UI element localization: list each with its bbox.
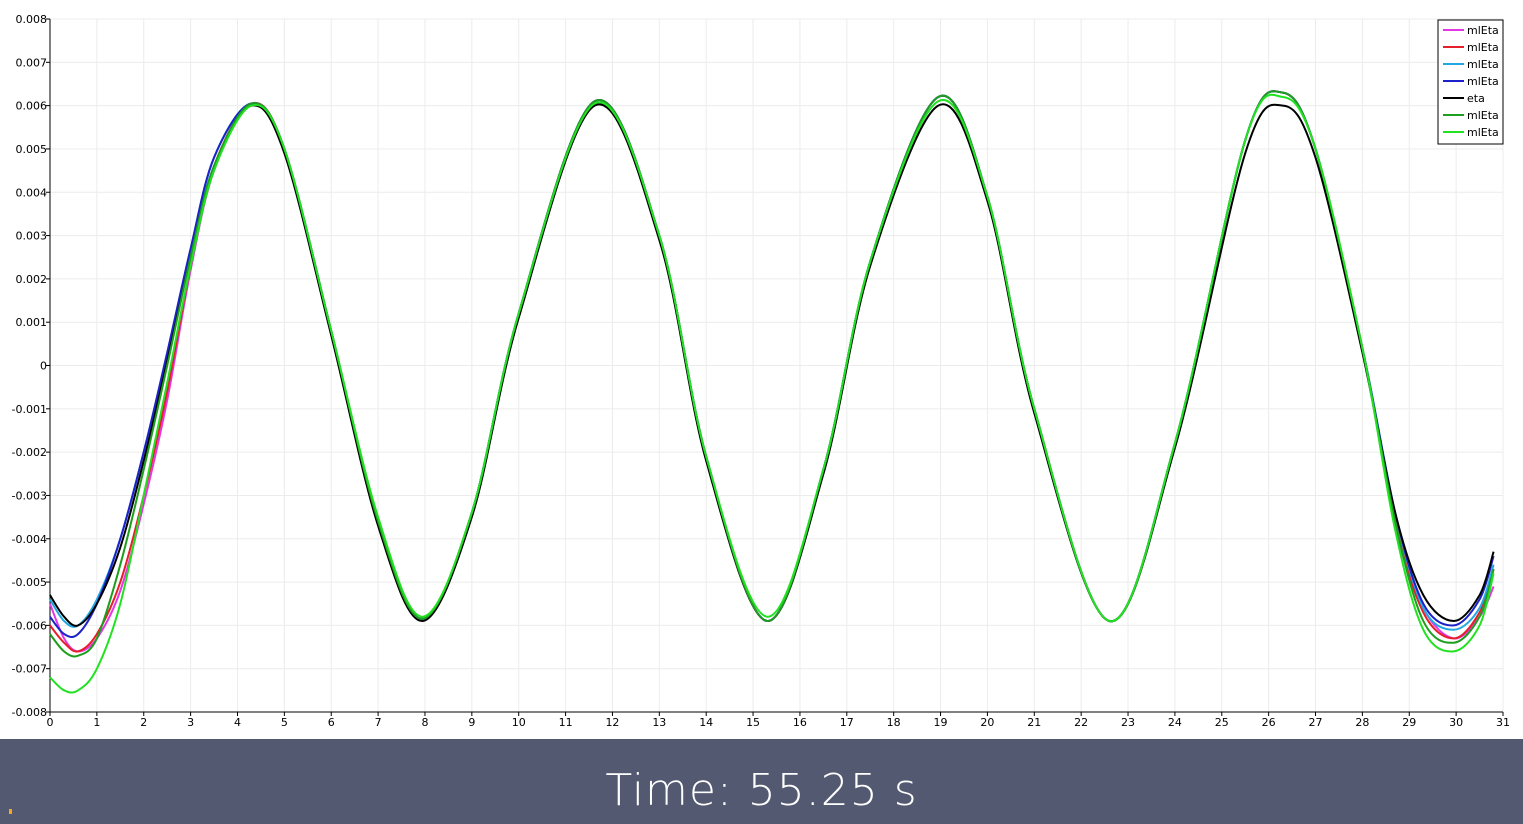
- y-tick-label: 0.007: [16, 56, 48, 69]
- x-tick-label: 30: [1449, 716, 1463, 729]
- series-line-7: [49, 93, 1495, 694]
- x-tick-label: 4: [234, 716, 241, 729]
- y-tick-label: 0.002: [16, 273, 48, 286]
- y-tick-label: -0.001: [12, 403, 47, 416]
- x-tick-label: 5: [281, 716, 288, 729]
- x-tick-label: 10: [512, 716, 526, 729]
- x-tick-label: 27: [1309, 716, 1323, 729]
- legend-label-7: mlEta: [1467, 126, 1499, 139]
- series-line-6: [49, 90, 1495, 658]
- y-tick-label: -0.007: [12, 663, 47, 676]
- y-tick-label: 0.005: [16, 143, 48, 156]
- y-tick-label: 0.008: [16, 13, 48, 26]
- x-tick-label: 16: [793, 716, 807, 729]
- x-tick-label: 17: [840, 716, 854, 729]
- y-tick-label: 0.003: [16, 230, 48, 243]
- legend-label-1: mlEta: [1467, 24, 1499, 37]
- x-tick-label: 21: [1027, 716, 1041, 729]
- axes: -0.008 -0.007 -0.006 -0.005 -0.004 -0.003 -0.0…: [12, 13, 1510, 729]
- x-tick-label: 0: [47, 716, 54, 729]
- y-tick-label: -0.008: [12, 706, 47, 719]
- x-tick-label: 13: [652, 716, 666, 729]
- corner-mark: [9, 809, 12, 814]
- legend-label-4: mlEta: [1467, 75, 1499, 88]
- x-tick-label: 28: [1355, 716, 1369, 729]
- x-tick-label: 2: [140, 716, 147, 729]
- chart-area: -0.008 -0.007 -0.006 -0.005 -0.004 -0.003 -0.0…: [12, 13, 1510, 729]
- series-line-4: [49, 90, 1495, 639]
- x-tick-label: 8: [421, 716, 428, 729]
- x-tick-label: 20: [980, 716, 994, 729]
- legend-label-5: eta: [1467, 92, 1485, 105]
- y-tick-label: 0.006: [16, 100, 48, 113]
- x-tick-label: 6: [328, 716, 335, 729]
- legend-label-6: mlEta: [1467, 109, 1499, 122]
- time-annotation-bar: Time: 55.25 s: [0, 739, 1523, 824]
- x-tick-label: 14: [699, 716, 713, 729]
- x-tick-label: 7: [375, 716, 382, 729]
- legend-label-3: mlEta: [1467, 58, 1499, 71]
- y-tick-label: -0.005: [12, 576, 47, 589]
- x-tick-label: 26: [1262, 716, 1276, 729]
- x-tick-label: 12: [605, 716, 619, 729]
- y-tick-label: -0.002: [12, 446, 47, 459]
- y-tick-label: 0.004: [16, 186, 48, 199]
- y-tick-label: -0.006: [12, 619, 47, 632]
- x-tick-label: 15: [746, 716, 760, 729]
- grid: [49, 18, 1504, 713]
- x-tick-label: 25: [1215, 716, 1229, 729]
- time-label: Time: 55.25 s: [605, 765, 918, 816]
- line-chart: -0.008 -0.007 -0.006 -0.005 -0.004 -0.003 -0.0…: [12, 13, 1510, 729]
- series-line-1: [49, 90, 1495, 653]
- y-tick-label: 0.001: [16, 316, 48, 329]
- legend-label-2: mlEta: [1467, 41, 1499, 54]
- series-group: [49, 90, 1495, 694]
- x-tick-label: 19: [934, 716, 948, 729]
- x-tick-label: 31: [1496, 716, 1510, 729]
- x-tick-label: 11: [559, 716, 573, 729]
- x-tick-label: 23: [1121, 716, 1135, 729]
- x-tick-label: 1: [93, 716, 100, 729]
- y-tick-label: -0.004: [12, 533, 47, 546]
- x-tick-label: 22: [1074, 716, 1088, 729]
- y-tick-label: -0.003: [12, 489, 47, 502]
- legend: mlEta mlEta mlEta mlEta eta mlEta mlEta: [1437, 19, 1504, 145]
- x-tick-label: 3: [187, 716, 194, 729]
- x-tick-label: 18: [887, 716, 901, 729]
- x-tick-label: 9: [468, 716, 475, 729]
- series-line-3: [49, 90, 1495, 631]
- series-line-2: [49, 90, 1495, 653]
- x-tick-label: 29: [1402, 716, 1416, 729]
- y-tick-label: 0: [40, 360, 47, 373]
- x-tick-label: 24: [1168, 716, 1182, 729]
